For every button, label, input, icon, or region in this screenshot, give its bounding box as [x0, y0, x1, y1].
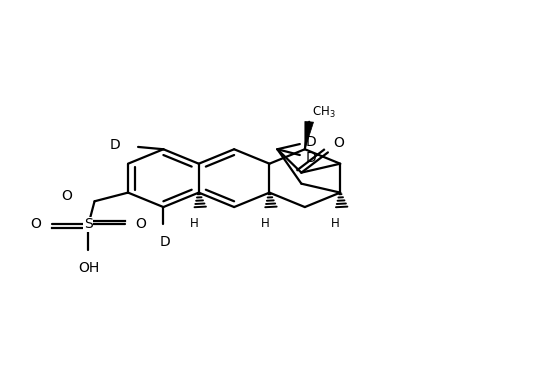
Text: O: O	[61, 188, 72, 203]
Text: D: D	[306, 151, 317, 165]
Text: D: D	[110, 138, 120, 152]
Text: H: H	[190, 217, 199, 230]
Text: S: S	[84, 217, 93, 231]
Text: O: O	[31, 217, 41, 231]
Text: H: H	[331, 217, 340, 230]
Text: O: O	[333, 136, 344, 151]
Text: CH$_3$: CH$_3$	[312, 105, 336, 120]
Text: O: O	[135, 217, 146, 231]
Text: D: D	[306, 135, 317, 149]
Polygon shape	[305, 122, 314, 149]
Text: OH: OH	[78, 260, 99, 274]
Text: H: H	[261, 217, 270, 230]
Text: D: D	[160, 235, 171, 249]
